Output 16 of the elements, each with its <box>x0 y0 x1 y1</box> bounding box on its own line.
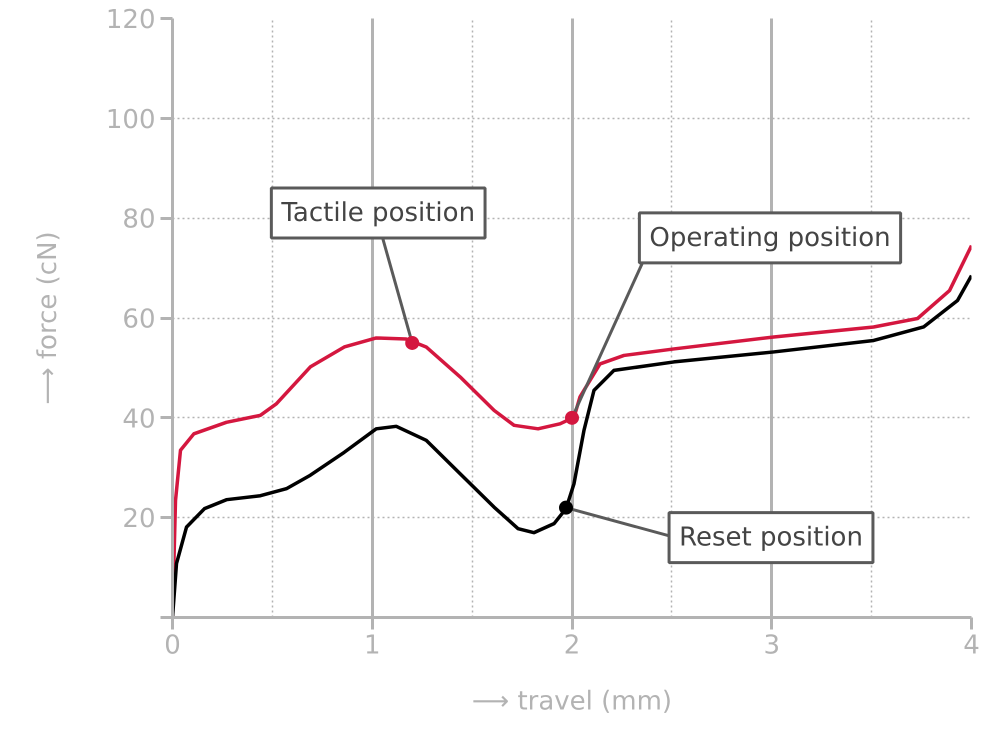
x-tick-label: 0 <box>164 630 181 660</box>
y-tick-label: 100 <box>106 104 156 135</box>
y-tick-label: 20 <box>122 504 156 534</box>
y-axis-title: ⟶ force (cN) <box>32 231 63 405</box>
y-tick-label: 40 <box>122 404 156 434</box>
annotation: Operating position <box>649 222 891 253</box>
annotation: Tactile position <box>280 198 476 228</box>
x-tick-label: 4 <box>963 630 980 660</box>
y-tick-label: 120 <box>106 5 156 35</box>
x-tick-label: 1 <box>364 630 381 660</box>
x-tick-label: 3 <box>763 630 780 660</box>
annotation: Reset position <box>679 522 863 553</box>
x-tick-label: 2 <box>564 630 580 660</box>
y-tick-label: 60 <box>122 304 156 334</box>
y-tick-label: 80 <box>122 204 156 235</box>
x-axis-title: ⟶ travel (mm) <box>472 686 672 716</box>
